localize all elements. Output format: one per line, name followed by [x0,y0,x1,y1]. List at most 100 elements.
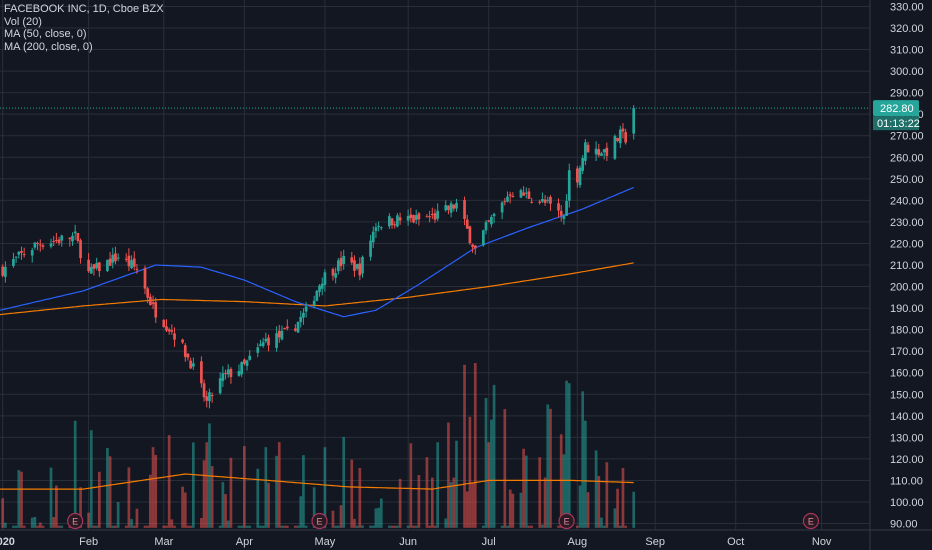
candle-body [624,132,627,143]
candle-body [318,285,321,292]
price-tick-label: 100.00 [890,497,924,509]
volume-bar [447,422,450,528]
price-tick-label: 240.00 [890,195,924,207]
volume-bar [186,525,190,528]
candle-body [189,360,192,369]
candle-body [511,195,515,198]
candle-body [52,240,56,242]
volume-bar [302,455,305,528]
earnings-marker-circle[interactable] [67,512,84,530]
volume-bar [586,492,590,528]
volume-bar [511,493,515,528]
candle-body [578,167,582,186]
candle-body [447,205,450,210]
candle-body [116,257,120,259]
symbol-title[interactable]: FACEBOOK INC, 1D, Cboe BZX [4,3,164,15]
candle-body [353,260,356,271]
candle-body [503,201,507,203]
candle-body [331,269,335,276]
volume-bar [224,494,227,528]
ma50-legend[interactable]: MA (50, close, 0) [4,28,87,40]
ma50-line[interactable] [0,186,634,318]
price-tick-label: 210.00 [890,260,924,272]
price-tick-label: 270.00 [890,131,924,143]
candle-body [377,225,380,227]
candle-body [342,255,346,264]
candle-body [484,222,488,231]
volume-bar [449,482,453,528]
volume-bar [463,364,466,528]
price-tick-label: 250.00 [890,174,924,186]
candle-body [30,250,34,256]
volume-bar [240,525,244,528]
candle-body [304,306,308,312]
candle-body [409,214,413,219]
volume-bar [339,505,343,528]
volume-legend[interactable]: Vol (20) [4,15,42,28]
time-tick-label: Mar [154,536,173,548]
candle-body [151,302,155,304]
earnings-marker-circle[interactable] [558,512,575,530]
candle-body [538,201,542,203]
volume-bar [226,520,230,528]
earnings-marker-circle[interactable] [311,512,328,530]
candle-body [229,368,233,378]
volume-bar [522,448,525,528]
time-axis[interactable]: 2020 Feb Mar Apr May Jun Jul Aug Sep Oct Nov [0,536,832,548]
candle-body [487,220,491,222]
volume-bar [597,476,601,528]
earnings-marker[interactable]: E [311,512,328,530]
volume-bar [210,466,214,528]
volume-bar [143,525,147,528]
volume-bar [22,525,26,528]
price-tick-label: 220.00 [890,238,924,250]
candle-body [541,198,544,202]
candle-body [358,263,362,276]
candle-body [430,213,434,215]
volume-bar [49,467,53,528]
volume-bar [377,507,380,528]
price-axis[interactable]: 330.00320.00310.00300.00290.00280.00270.… [873,1,924,531]
ma200-line[interactable] [0,262,634,316]
volume-bar [428,525,431,528]
volume-bar [162,525,166,528]
candle-body [170,330,174,332]
volume-bar [361,525,364,528]
earnings-marker-circle[interactable] [802,512,820,530]
earnings-marker-label: E [317,517,323,527]
earnings-marker[interactable]: E [558,512,575,530]
volume-bar [538,457,542,528]
volume-bar [565,380,568,528]
candle-body [237,371,241,376]
candle-body [559,210,563,216]
volume-bar [154,454,158,528]
time-tick-label: 2020 [0,536,15,548]
volume-bar [506,525,509,528]
candle-body [49,243,53,247]
candle-body [41,245,45,247]
candle-body [417,213,421,220]
candle-body [264,338,268,342]
volume-bar [355,525,359,528]
ma200-legend[interactable]: MA (200, close, 0) [4,40,93,53]
candle-body [243,359,246,364]
volume-bar [200,517,203,528]
volume-bar [73,420,77,528]
volume-ma-line[interactable] [0,473,634,490]
candle-body [618,129,622,144]
volume-bar [79,487,82,528]
volume-bar [500,525,504,528]
volume-bar [492,384,496,528]
volume-bar [425,457,429,528]
volume-bar [409,443,413,528]
volume-bar [296,525,300,528]
candle-body [586,144,590,153]
volume-bar [20,471,23,528]
candle-body [162,319,166,328]
earnings-marker[interactable]: E [802,512,820,530]
volume-bar [323,447,327,528]
earnings-marker[interactable]: E [67,512,84,530]
